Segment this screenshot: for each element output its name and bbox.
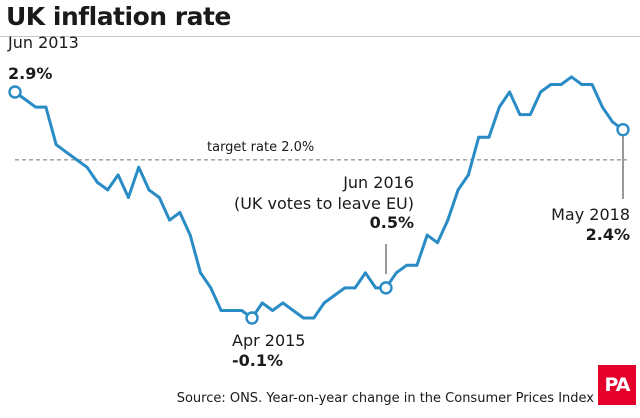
data-point	[374, 286, 378, 290]
series-line-cpi	[13, 75, 625, 320]
data-point	[508, 90, 512, 94]
callout-marker	[616, 122, 630, 137]
data-point	[106, 188, 110, 192]
annotation-value: 2.9%	[8, 64, 52, 83]
data-point	[240, 309, 244, 312]
data-point	[528, 113, 532, 116]
data-point	[260, 301, 264, 305]
data-point	[188, 233, 192, 237]
data-point	[559, 83, 563, 86]
data-point	[116, 173, 120, 177]
data-point	[343, 286, 347, 290]
data-point	[209, 286, 213, 290]
annotation-value: 0.5%	[370, 213, 414, 232]
data-point	[549, 83, 553, 86]
data-point	[425, 233, 429, 237]
annotation-label: Jun 2016	[342, 173, 414, 192]
data-point	[353, 286, 357, 290]
data-point	[487, 135, 491, 139]
data-point	[570, 75, 573, 79]
callout-marker	[379, 281, 393, 295]
data-point	[178, 211, 182, 214]
data-point	[446, 218, 450, 222]
callout-marker	[8, 85, 22, 99]
data-point	[199, 271, 202, 275]
data-point	[291, 309, 295, 312]
data-point	[281, 301, 285, 305]
data-point	[456, 188, 460, 192]
data-point	[54, 143, 58, 147]
annotation-label: Jun 2013	[7, 33, 79, 52]
data-point	[477, 135, 481, 139]
title-divider	[0, 36, 640, 37]
target-rate-label: target rate 2.0%	[207, 140, 314, 155]
data-point	[312, 316, 316, 320]
source-note: Source: ONS. Year-on-year change in the …	[176, 391, 594, 406]
data-point	[363, 271, 367, 275]
data-point	[467, 173, 470, 177]
data-point	[271, 309, 275, 312]
data-point	[405, 263, 408, 267]
data-point	[436, 241, 439, 245]
data-point	[34, 105, 38, 109]
data-point	[168, 218, 171, 222]
data-point	[65, 150, 68, 154]
chart-title: UK inflation rate	[6, 2, 231, 31]
data-point	[497, 105, 501, 109]
data-point	[518, 113, 522, 116]
annotation-label: Apr 2015	[232, 331, 305, 350]
data-point	[590, 83, 594, 86]
callout-marker	[245, 311, 259, 325]
data-point	[96, 181, 99, 184]
data-point	[322, 301, 326, 305]
annotation-label: May 2018	[551, 205, 630, 224]
data-point	[415, 263, 419, 267]
data-point	[302, 316, 305, 320]
data-point	[333, 294, 336, 297]
annotation-label: (UK votes to leave EU)	[234, 194, 414, 213]
data-point	[539, 90, 542, 94]
data-point	[580, 83, 584, 86]
annotation-labels: Jun 2013 2.9% Apr 2015-0.1% Jun 2016 (UK vot…	[7, 33, 630, 370]
data-point	[600, 105, 604, 109]
data-point	[219, 309, 223, 312]
data-point	[147, 188, 151, 192]
callout-markers	[8, 85, 630, 325]
data-point	[75, 158, 79, 162]
data-point	[157, 196, 161, 199]
data-point	[44, 105, 48, 109]
data-point	[230, 309, 233, 312]
data-point	[611, 120, 615, 124]
data-point	[85, 165, 89, 169]
annotation-value: -0.1%	[232, 351, 283, 370]
data-point	[126, 196, 130, 199]
pa-logo: PA	[598, 365, 636, 405]
data-point	[137, 165, 141, 169]
annotation-value: 2.4%	[586, 225, 630, 244]
data-point	[394, 271, 398, 275]
data-point	[23, 98, 27, 101]
